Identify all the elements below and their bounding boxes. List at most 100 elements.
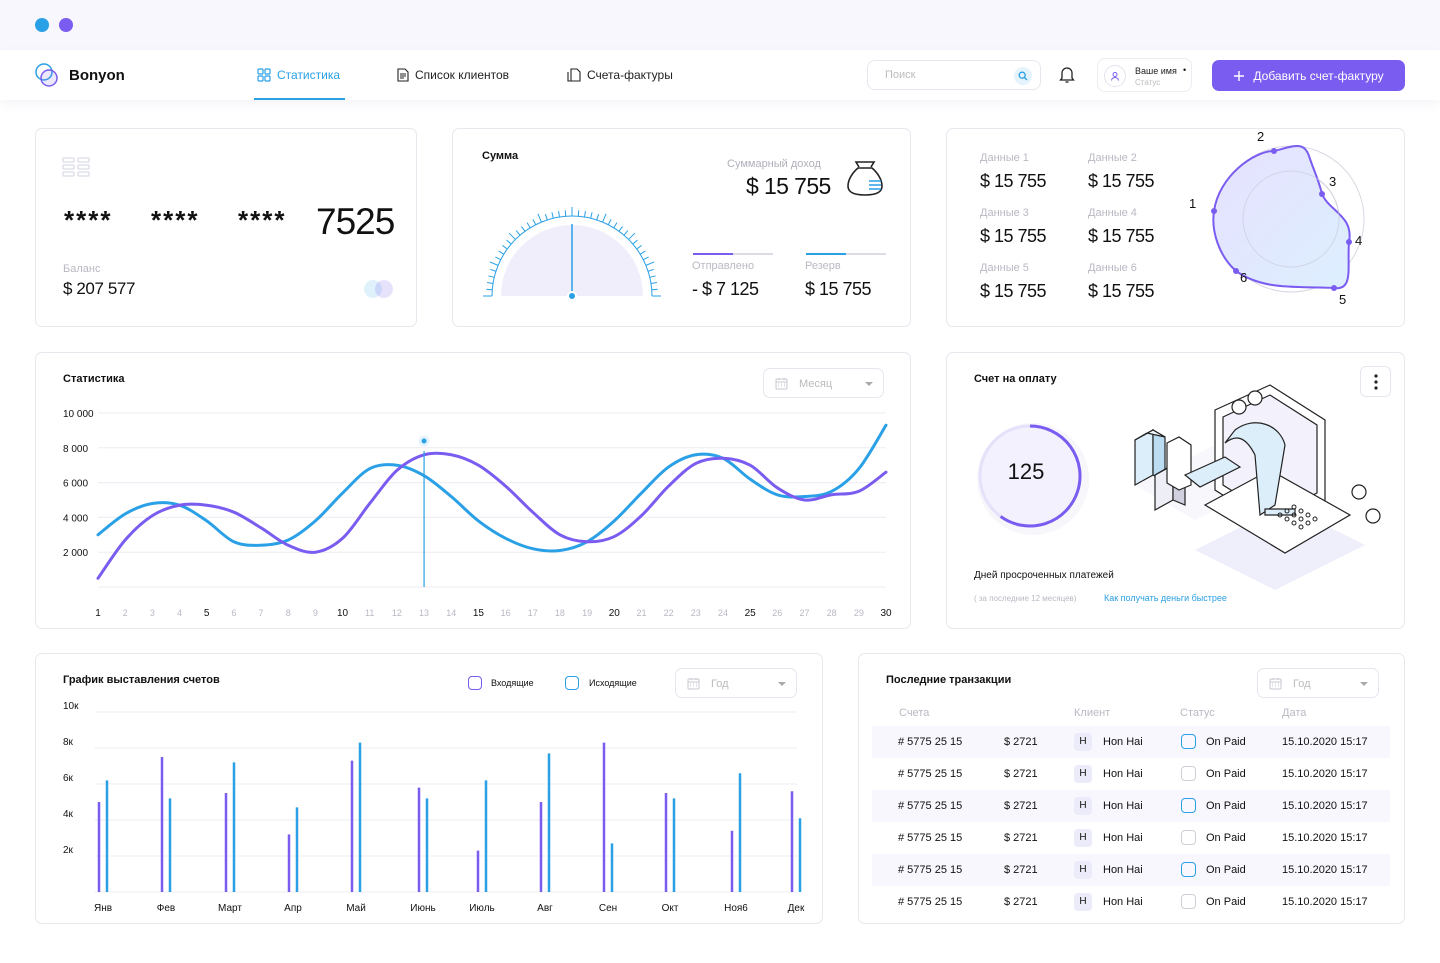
more-menu-button[interactable] (1360, 366, 1391, 397)
status-checkbox[interactable] (1181, 766, 1196, 781)
client-initial-badge: H (1074, 733, 1092, 751)
user-icon (1111, 72, 1119, 81)
search-input[interactable]: Поиск (867, 60, 1041, 90)
x-tick-label: 30 (880, 608, 892, 619)
gauge-tick (647, 268, 654, 272)
x-tick-label: 7 (259, 608, 264, 618)
x-tick-label: Май (346, 903, 366, 914)
gauge-tick (486, 282, 494, 284)
amount: $ 2721 (1004, 896, 1038, 908)
nav-invoices[interactable]: Счета-фактуры (567, 68, 673, 82)
user-menu[interactable]: Ваше имя • Статус (1097, 58, 1192, 92)
window-dot-blue[interactable] (35, 18, 49, 32)
radar-label: 3 (1329, 174, 1336, 189)
status-checkbox[interactable] (1181, 862, 1196, 877)
overdue-value: 125 (1007, 459, 1045, 484)
gauge-tick (645, 261, 655, 266)
reserve-value: $ 15 755 (805, 279, 872, 299)
x-tick-label: Сен (599, 903, 617, 914)
radar-label: 2 (1257, 131, 1264, 144)
documents-icon (567, 68, 581, 82)
gauge-tick (613, 222, 618, 229)
user-dropdown-dot: • (1183, 65, 1187, 75)
y-tick-label: 10 000 (63, 409, 94, 420)
year-select[interactable]: Год (675, 668, 797, 698)
table-row[interactable]: # 5775 25 15 $ 2721 H Hon Hai On Paid 15.10.2… (872, 822, 1390, 854)
hover-marker-dot (418, 435, 430, 447)
table-row[interactable]: # 5775 25 15 $ 2721 H Hon Hai On Paid 15.10.2… (872, 790, 1390, 822)
table-row[interactable]: # 5775 25 15 $ 2721 H Hon Hai On Paid 15.10.2… (872, 854, 1390, 886)
status-text: On Paid (1206, 864, 1246, 876)
add-invoice-button[interactable]: Добавить счет-фактуру (1212, 60, 1405, 91)
client-initial-badge: H (1074, 765, 1092, 783)
sent-label: Отправлено (692, 260, 755, 272)
transactions-year-select[interactable]: Год (1257, 668, 1379, 698)
faster-payments-link[interactable]: Как получать деньги быстрее (1104, 593, 1227, 603)
window-dot-purple[interactable] (59, 18, 73, 32)
gauge-tick (628, 232, 636, 240)
amount: $ 2721 (1004, 864, 1038, 876)
gauge-tick (551, 212, 554, 219)
x-tick-label: 12 (392, 608, 402, 618)
table-row[interactable]: # 5775 25 15 $ 2721 H Hon Hai On Paid 15.10.2… (872, 886, 1390, 918)
radar-chart: 1 2 3 4 5 6 (1189, 131, 1365, 307)
status-checkbox[interactable] (1181, 830, 1196, 845)
transaction-date: 15.10.2020 15:17 (1282, 736, 1368, 748)
x-tick-label: 15 (473, 608, 485, 619)
table-row[interactable]: # 5775 25 15 $ 2721 H Hon Hai On Paid 15.10.2… (872, 758, 1390, 790)
gauge-tick (490, 268, 497, 272)
gauge-tick (489, 261, 499, 266)
legend-outgoing-checkbox[interactable] (565, 676, 579, 690)
y-tick-label: 4к (63, 809, 74, 820)
data-item-label: Данные 1 (980, 152, 1029, 164)
bell-icon[interactable] (1058, 65, 1076, 89)
invoice-number: # 5775 25 15 (898, 768, 963, 780)
calendar-icon (1269, 678, 1282, 690)
status-text: On Paid (1206, 832, 1246, 844)
x-tick-label: 13 (419, 608, 429, 618)
gauge-tick (521, 226, 526, 232)
client-initial-badge: H (1074, 893, 1092, 911)
gauge-tick (532, 219, 537, 225)
gauge-tick (537, 213, 542, 223)
chevron-down-icon (865, 382, 873, 386)
data-item-label: Данные 6 (1088, 262, 1137, 274)
x-tick-label: 5 (204, 608, 210, 619)
laptop-illustration (1115, 375, 1385, 595)
balance-label: Баланс (63, 263, 101, 275)
status-checkbox[interactable] (1181, 734, 1196, 749)
client-initial-badge: H (1074, 861, 1092, 879)
x-tick-label: 2 (123, 608, 128, 618)
total-income-value: $ 15 755 (746, 173, 831, 199)
x-tick-label: 6 (231, 608, 236, 618)
radar-grid-inner-overlay (1242, 170, 1340, 268)
transaction-date: 15.10.2020 15:17 (1282, 896, 1368, 908)
nav-label: Статистика (277, 68, 341, 82)
nav-label: Счета-фактуры (587, 68, 673, 82)
card-mask-3: **** (238, 205, 287, 235)
x-tick-label: 25 (745, 608, 757, 619)
gauge-tick (488, 275, 495, 278)
gauge-tick (526, 222, 531, 229)
billing-title: График выставления счетов (63, 674, 220, 686)
gauge-tick (632, 239, 638, 245)
gauge-tick (636, 245, 642, 250)
legend-incoming-checkbox[interactable] (468, 676, 482, 690)
x-tick-label: 11 (365, 608, 374, 618)
status-checkbox[interactable] (1181, 798, 1196, 813)
nav-statistics[interactable]: Статистика (257, 68, 340, 82)
period-select[interactable]: Месяц (763, 368, 884, 398)
statistics-title: Статистика (63, 373, 125, 385)
amount: $ 2721 (1004, 768, 1038, 780)
money-bag-icon (845, 159, 885, 204)
gauge-pivot (567, 291, 577, 301)
status-checkbox[interactable] (1181, 894, 1196, 909)
y-tick-label: 4 000 (63, 513, 88, 524)
table-row[interactable]: # 5775 25 15 $ 2721 H Hon Hai On Paid 15.10.2… (872, 726, 1390, 758)
search-icon[interactable] (1014, 67, 1032, 85)
radar-point (1346, 239, 1352, 245)
nav-client-list[interactable]: Список клиентов (397, 68, 509, 82)
sum-title: Сумма (482, 150, 519, 162)
invoice-number: # 5775 25 15 (898, 832, 963, 844)
